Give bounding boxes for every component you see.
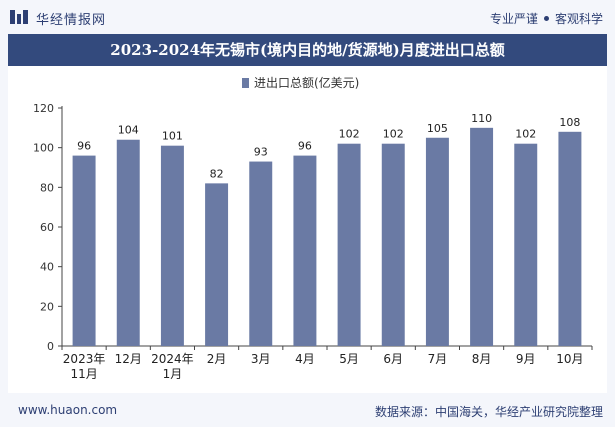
slogan-left: 专业严谨 <box>489 12 538 26</box>
bar <box>470 127 494 346</box>
bar-value-label: 110 <box>471 112 492 125</box>
bar-value-label: 104 <box>118 124 139 137</box>
y-tick-label: 40 <box>40 261 54 274</box>
x-tick-label: 6月 <box>383 352 403 366</box>
footer-site: www.huaon.com <box>18 403 118 417</box>
legend-label: 进出口总额(亿美元) <box>254 75 359 90</box>
bar <box>72 155 96 346</box>
x-tick-label: 3月 <box>251 352 271 366</box>
bar-chart: 进出口总额(亿美元) 0 20 40 60 80 100 120 96 2023年 11月 104 12… <box>33 75 593 381</box>
x-tick-label: 4月 <box>295 352 315 366</box>
bar-value-label: 105 <box>427 122 448 135</box>
bar <box>337 143 361 346</box>
slogan-right: 客观科学 <box>554 12 603 26</box>
y-tick-label: 80 <box>40 181 54 194</box>
bar-value-label: 93 <box>254 146 268 159</box>
chart-panel: 进出口总额(亿美元) 0 20 40 60 80 100 120 96 2023年 11月 104 12… <box>8 66 607 393</box>
title-bar: 2023-2024年无锡市(境内目的地/货源地)月度进出口总额 <box>8 34 607 66</box>
y-tick-label: 120 <box>33 102 54 115</box>
bar-value-label: 102 <box>383 128 404 141</box>
x-tick-label: 12月 <box>115 352 142 366</box>
bar <box>160 145 184 346</box>
bar-value-label: 102 <box>515 128 536 141</box>
bar-value-label: 102 <box>339 128 360 141</box>
bar <box>558 131 582 346</box>
bar-value-label: 96 <box>77 140 91 153</box>
brand-logo-icon <box>10 10 28 24</box>
y-tick-label: 100 <box>33 142 54 155</box>
bar <box>249 161 273 346</box>
top-bar: 华经情报网 专业严谨 客观科学 <box>0 0 615 34</box>
x-tick-label: 9月 <box>516 352 536 366</box>
bar-value-label: 108 <box>559 116 580 129</box>
slogan-separator-dot <box>543 16 549 21</box>
bar <box>425 137 449 346</box>
bar <box>116 139 140 346</box>
bar <box>381 143 405 346</box>
y-tick-label: 20 <box>40 300 54 313</box>
footer-source: 数据来源：中国海关，华经产业研究院整理 <box>374 405 603 419</box>
x-tick-label: 2月 <box>207 352 227 366</box>
chart-title: 2023-2024年无锡市(境内目的地/货源地)月度进出口总额 <box>110 41 505 59</box>
footer: www.huaon.com 数据来源：中国海关，华经产业研究院整理 <box>0 395 615 427</box>
x-tick-label: 8月 <box>472 352 492 366</box>
x-tick-label: 7月 <box>428 352 448 366</box>
x-tick-label: 2024年 1月 <box>151 352 194 381</box>
bar <box>514 143 538 346</box>
bar <box>205 183 229 346</box>
y-tick-label: 0 <box>47 340 54 353</box>
y-tick-label: 60 <box>40 221 54 234</box>
bar-value-label: 96 <box>298 140 312 153</box>
x-tick-label: 5月 <box>339 352 359 366</box>
bar-value-label: 82 <box>210 167 224 180</box>
legend-swatch <box>242 78 249 88</box>
bar-value-label: 101 <box>162 130 183 143</box>
x-tick-label: 2023年 11月 <box>63 352 106 381</box>
brand-name: 华经情报网 <box>36 13 107 28</box>
x-tick-label: 10月 <box>556 352 583 366</box>
slogan: 专业严谨 客观科学 <box>490 10 603 27</box>
bar <box>293 155 317 346</box>
